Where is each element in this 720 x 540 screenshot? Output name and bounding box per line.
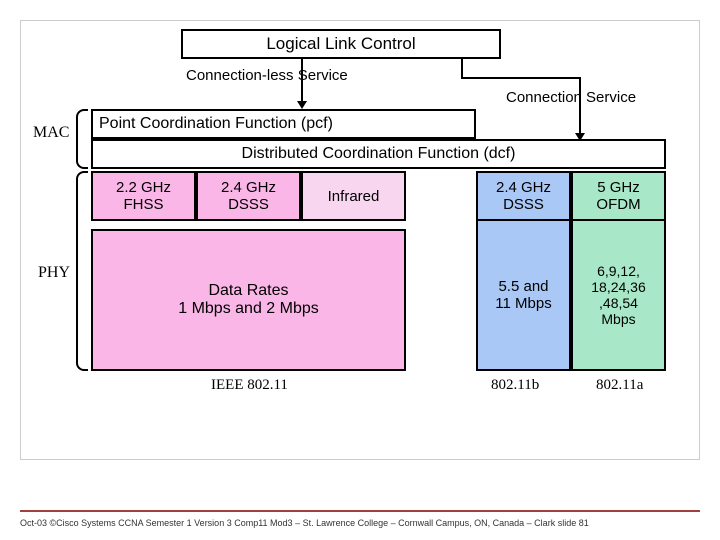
arrow2-v2	[579, 77, 581, 133]
phy-c1: 2.2 GHz FHSS	[91, 171, 196, 221]
pcf-box: Point Coordination Function (pcf)	[91, 109, 476, 139]
footer: Oct-03 ©Cisco Systems CCNA Semester 1 Ve…	[20, 510, 700, 528]
std1: IEEE 802.11	[211, 377, 288, 394]
std3: 802.11a	[596, 377, 643, 394]
phy-c4: 2.4 GHz DSSS	[476, 171, 571, 221]
connection-label: Connection Service	[506, 89, 636, 106]
phy-rates1: Data Rates 1 Mbps and 2 Mbps	[91, 229, 406, 371]
slide-frame: Logical Link Control Connection-less Ser…	[20, 20, 700, 460]
connectionless-label: Connection-less Service	[186, 67, 348, 84]
arrow1-head	[297, 101, 307, 109]
arrow2-h	[461, 77, 581, 79]
dcf-label: Distributed Coordination Function (dcf)	[242, 145, 516, 163]
phy-c5: 5 GHz OFDM	[571, 171, 666, 221]
pcf-label: Point Coordination Function (pcf)	[99, 115, 333, 133]
arrow1-line	[301, 59, 303, 101]
dcf-box: Distributed Coordination Function (dcf)	[91, 139, 666, 169]
llc-label: Logical Link Control	[266, 34, 415, 54]
std2: 802.11b	[491, 377, 539, 394]
llc-box: Logical Link Control	[181, 29, 501, 59]
phy-rates3: 6,9,12, 18,24,36 ,48,54 Mbps	[571, 221, 666, 371]
phy-label: PHY	[38, 264, 70, 282]
footer-text: Oct-03 ©Cisco Systems CCNA Semester 1 Ve…	[20, 518, 589, 528]
phy-brace	[76, 171, 88, 371]
arrow2-v1	[461, 59, 463, 77]
phy-rates2: 5.5 and 11 Mbps	[476, 221, 571, 371]
diagram: Logical Link Control Connection-less Ser…	[71, 29, 691, 429]
phy-c2: 2.4 GHz DSSS	[196, 171, 301, 221]
phy-c3: Infrared	[301, 171, 406, 221]
mac-label: MAC	[33, 124, 69, 142]
mac-brace	[76, 109, 88, 169]
